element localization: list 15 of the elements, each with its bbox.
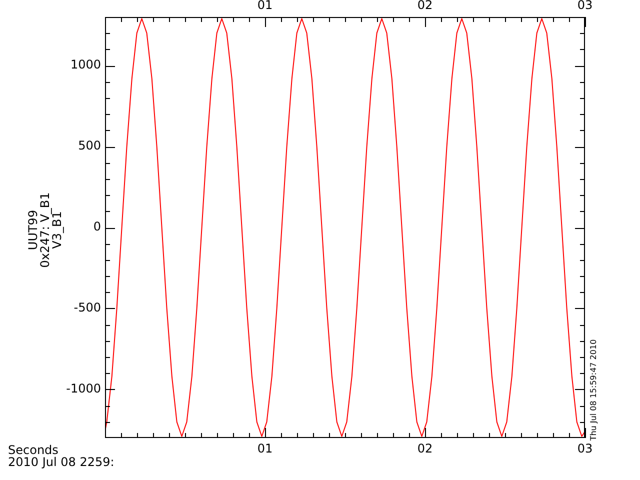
x-tick-label: 01 <box>257 441 273 456</box>
x2-tick-label: 02 <box>417 0 433 12</box>
x-axis-title: Seconds <box>8 443 58 457</box>
y-tick-label: -1000 <box>66 382 101 396</box>
text: 2010 Jul 08 2259: <box>8 455 114 469</box>
y-axis-title: UUT99 0x247: V_B1 V3_B1 <box>26 192 64 268</box>
y-tick-label: 1000 <box>70 58 101 72</box>
x-tick-label: 02 <box>417 441 433 456</box>
x2-tick-label: 03 <box>577 0 593 12</box>
y-tick-label: 500 <box>78 138 101 153</box>
x-tick-label: 03 <box>577 441 593 456</box>
y-tick-label: -500 <box>74 300 101 315</box>
text: Thu Jul 08 15:59:47 2010 <box>589 339 598 441</box>
y-tick-label: 0 <box>93 220 101 234</box>
x2-tick-label: 01 <box>257 0 273 12</box>
